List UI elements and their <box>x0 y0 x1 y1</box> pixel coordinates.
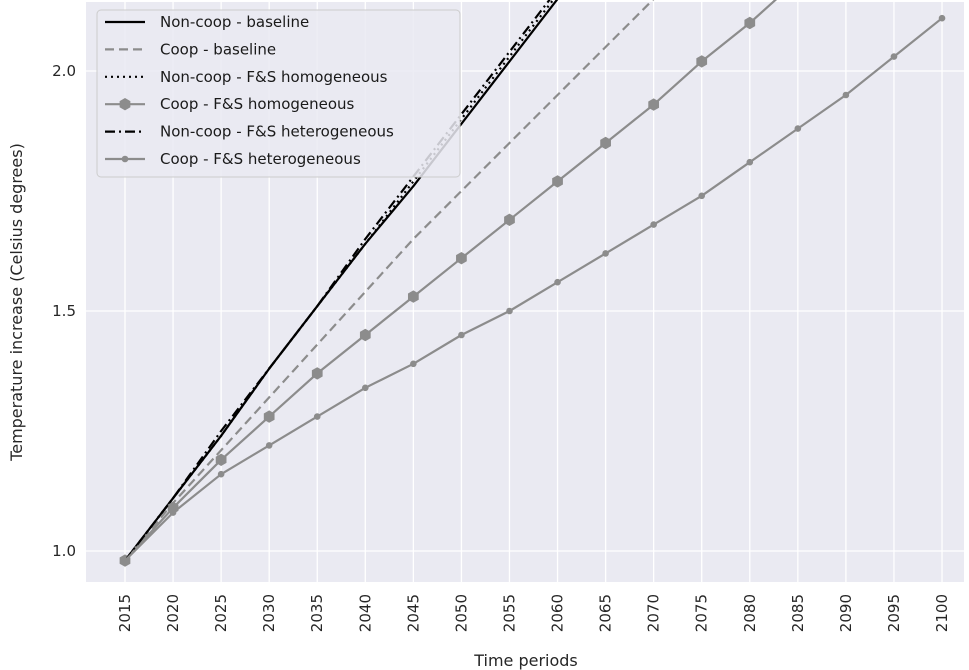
legend-label: Non-coop - F&S heterogeneous <box>160 123 394 141</box>
x-tick-label: 2070 <box>645 594 663 632</box>
data-point <box>506 307 513 315</box>
legend-entry: Non-coop - F&S homogeneous <box>105 68 388 86</box>
legend: Non-coop - baseline Coop - baseline Non-co… <box>96 9 461 178</box>
legend-label: Coop - F&S heterogeneous <box>160 150 361 168</box>
x-axis-ticks: 2015 2020 2025 2030 2035 2040 2045 2050 2055 2060… <box>116 594 951 632</box>
legend-label: Non-coop - baseline <box>160 13 309 31</box>
legend-marker <box>119 98 131 111</box>
data-point <box>938 14 946 22</box>
x-tick-label: 2030 <box>260 594 278 632</box>
series-line <box>124 0 555 562</box>
data-point <box>217 470 225 478</box>
legend-entry: Coop - baseline <box>105 40 276 58</box>
x-tick-label: 2080 <box>741 594 759 632</box>
data-point <box>456 252 467 265</box>
x-tick-label: 2035 <box>308 594 326 632</box>
series-lines <box>119 0 946 567</box>
legend-label: Non-coop - F&S homogeneous <box>160 68 388 86</box>
data-point <box>600 136 611 150</box>
data-point <box>362 384 369 392</box>
x-tick-label: 2100 <box>933 594 951 632</box>
data-point <box>698 192 706 200</box>
series-3 <box>124 0 555 562</box>
data-point <box>794 125 802 132</box>
data-point <box>311 367 323 380</box>
legend-label: Coop - F&S homogeneous <box>160 95 355 113</box>
x-tick-label: 2060 <box>549 594 567 632</box>
data-point <box>650 221 657 228</box>
x-tick-label: 2015 <box>116 594 134 632</box>
x-tick-label: 2045 <box>404 594 422 632</box>
series-line <box>124 17 943 562</box>
legend-entry: Coop - F&S homogeneous <box>105 95 355 113</box>
x-tick-label: 2065 <box>597 594 615 632</box>
x-tick-label: 2090 <box>837 594 855 632</box>
series-line <box>124 0 551 562</box>
y-tick-label: 2.0 <box>52 62 76 80</box>
x-axis-label: Time periods <box>473 651 578 670</box>
x-tick-label: 2095 <box>885 594 903 632</box>
data-point <box>744 16 756 30</box>
legend-label: Coop - baseline <box>160 40 276 58</box>
data-point <box>552 175 563 188</box>
x-tick-label: 2020 <box>164 594 182 632</box>
data-point <box>407 290 419 303</box>
x-tick-label: 2025 <box>212 594 230 632</box>
legend-box <box>96 9 461 178</box>
data-point <box>313 413 321 420</box>
y-axis-label: Temperature increase (Celsius degrees) <box>7 143 26 462</box>
data-point <box>648 98 660 111</box>
data-point <box>890 53 898 60</box>
data-point <box>215 453 227 466</box>
y-tick-label: 1.0 <box>52 542 76 560</box>
data-point <box>602 250 609 257</box>
data-point <box>410 360 417 368</box>
x-tick-label: 2055 <box>500 594 518 632</box>
data-point <box>554 278 561 286</box>
data-point <box>696 55 708 68</box>
x-tick-label: 2050 <box>452 594 470 632</box>
legend-entry: Non-coop - baseline <box>105 13 309 31</box>
data-point <box>746 158 754 166</box>
x-tick-label: 2075 <box>693 594 711 632</box>
data-point <box>265 442 273 449</box>
legend-marker <box>121 155 129 163</box>
data-point <box>121 557 129 564</box>
x-tick-label: 2040 <box>356 594 374 632</box>
x-tick-label: 2085 <box>789 594 807 632</box>
series-6 <box>121 14 946 564</box>
data-point <box>263 410 275 423</box>
data-point <box>169 509 177 516</box>
series-line <box>124 0 778 562</box>
data-point <box>842 91 850 99</box>
series-5 <box>124 0 551 562</box>
y-axis-ticks: 1.01.52.02.53.0 <box>52 62 76 560</box>
data-point <box>504 213 515 226</box>
data-point <box>359 328 371 342</box>
y-tick-label: 1.5 <box>52 302 76 320</box>
data-point <box>458 331 465 339</box>
legend-entry: Non-coop - F&S heterogeneous <box>105 123 394 141</box>
legend-entry: Coop - F&S heterogeneous <box>105 150 361 168</box>
